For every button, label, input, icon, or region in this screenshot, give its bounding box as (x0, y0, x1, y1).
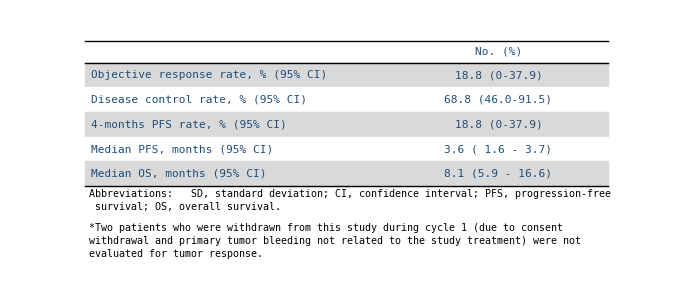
Bar (84, 63, 608, 88)
Text: 68.8 (46.0-91.5): 68.8 (46.0-91.5) (444, 95, 552, 105)
Bar (84, 112, 608, 137)
Text: Objective response rate, % (95% CI): Objective response rate, % (95% CI) (91, 70, 327, 80)
Bar (84, 88, 608, 112)
Text: Disease control rate, % (95% CI): Disease control rate, % (95% CI) (91, 95, 307, 105)
Text: No. (%): No. (%) (475, 47, 522, 57)
Text: 18.8 (0-37.9): 18.8 (0-37.9) (454, 119, 542, 129)
Bar (84, 137, 608, 161)
Text: 18.8 (0-37.9): 18.8 (0-37.9) (454, 70, 542, 80)
Text: *Two patients who were withdrawn from this study during cycle 1 (due to consent
: *Two patients who were withdrawn from th… (89, 223, 581, 259)
Text: 8.1 (5.9 - 16.6): 8.1 (5.9 - 16.6) (444, 169, 552, 179)
Text: Median PFS, months (95% CI): Median PFS, months (95% CI) (91, 144, 273, 154)
Bar (84, 41, 608, 63)
Text: Median OS, months (95% CI): Median OS, months (95% CI) (91, 169, 266, 179)
Text: Abbreviations:   SD, standard deviation; CI, confidence interval; PFS, progressi: Abbreviations: SD, standard deviation; C… (89, 189, 610, 212)
Text: 4-months PFS rate, % (95% CI): 4-months PFS rate, % (95% CI) (91, 119, 287, 129)
Text: 3.6 ( 1.6 - 3.7): 3.6 ( 1.6 - 3.7) (444, 144, 552, 154)
Bar (84, 161, 608, 186)
